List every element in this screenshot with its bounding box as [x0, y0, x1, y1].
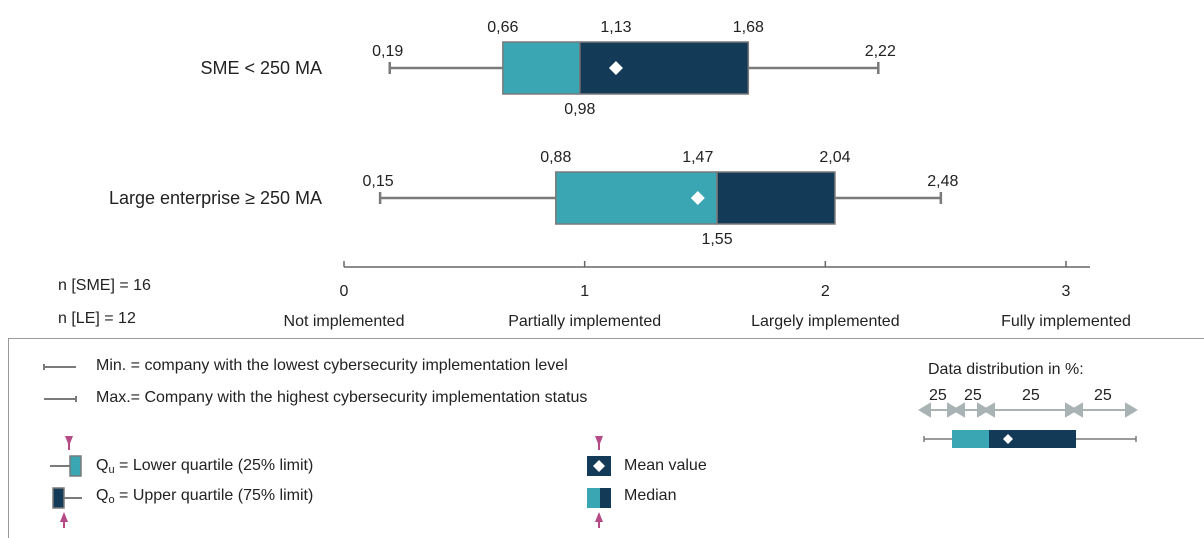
- series-1-q3-label: 1,68: [733, 19, 764, 36]
- median-icon: [587, 488, 611, 528]
- legend-lower-quartile-text: Qu = Lower quartile (25% limit): [96, 457, 314, 476]
- upper-quartile-icon: [52, 487, 82, 528]
- distribution-value-4: 25: [1094, 387, 1112, 404]
- distribution-value-2: 25: [964, 387, 982, 404]
- legend-panel: [8, 338, 1204, 538]
- series-1-median-label: 0,98: [564, 101, 595, 118]
- lower-quartile-icon: [50, 436, 82, 477]
- legend-min-text: Min. = company with the lowest cybersecu…: [96, 357, 568, 374]
- x-tick-label-2: Largely implemented: [751, 313, 900, 330]
- series-2-median-label: 1,55: [701, 231, 732, 248]
- sample-size-le: n [LE] = 12: [58, 310, 136, 327]
- legend-max-text: Max.= Company with the highest cybersecu…: [96, 389, 588, 406]
- mean-value-icon: [587, 436, 611, 476]
- legend-median-text: Median: [624, 487, 677, 504]
- x-tick-number-3: 3: [1062, 283, 1071, 300]
- series-2-q1-label: 0,88: [540, 149, 571, 166]
- series-1-max-label: 2,22: [865, 43, 896, 60]
- series-1-q1-label: 0,66: [487, 19, 518, 36]
- series-2-mean-label: 1,47: [682, 149, 713, 166]
- distribution-value-3: 25: [1022, 387, 1040, 404]
- series-2-max-label: 2,48: [927, 173, 958, 190]
- distribution-value-1: 25: [929, 387, 947, 404]
- series-1-lower-box: [502, 41, 581, 95]
- min-whisker-icon: [43, 364, 76, 370]
- series-1-category-label: SME < 250 MA: [200, 58, 322, 78]
- series-2-q3-label: 2,04: [819, 149, 850, 166]
- x-tick-number-0: 0: [340, 283, 349, 300]
- max-whisker-icon: [44, 396, 77, 402]
- legend-upper-quartile-text: Qo = Upper quartile (75% limit): [96, 487, 314, 506]
- legend-mean-text: Mean value: [624, 457, 707, 474]
- x-tick-label-3: Fully implemented: [1001, 313, 1131, 330]
- x-tick-number-1: 1: [580, 283, 589, 300]
- series-2-min-label: 0,15: [363, 173, 394, 190]
- series-2-upper-box: [716, 171, 836, 225]
- sample-size-sme: n [SME] = 16: [58, 277, 151, 294]
- x-tick-label-1: Partially implemented: [508, 313, 661, 330]
- series-2-lower-box: [555, 171, 718, 225]
- distribution-title: Data distribution in %:: [928, 361, 1084, 378]
- distribution-diagram: [918, 402, 1138, 448]
- series-1-min-label: 0,19: [372, 43, 403, 60]
- series-1-upper-box: [579, 41, 750, 95]
- x-tick-label-0: Not implemented: [284, 313, 405, 330]
- x-axis: 0 Not implemented 1 Partially implemented 2 L…: [284, 261, 1131, 330]
- box-plot-series-group: SME < 250 MA 0,19 2,22 0,66 1,13 1,68 0,98 Larg…: [109, 19, 959, 248]
- series-2-category-label: Large enterprise ≥ 250 MA: [109, 188, 322, 208]
- series-2-mean-marker: [690, 191, 705, 205]
- series-1-mean-label: 1,13: [600, 19, 631, 36]
- series-1-mean-marker: [608, 61, 623, 75]
- x-tick-number-2: 2: [821, 283, 830, 300]
- box-plot-chart: SME < 250 MA 0,19 2,22 0,66 1,13 1,68 0,98 Larg…: [58, 19, 1131, 330]
